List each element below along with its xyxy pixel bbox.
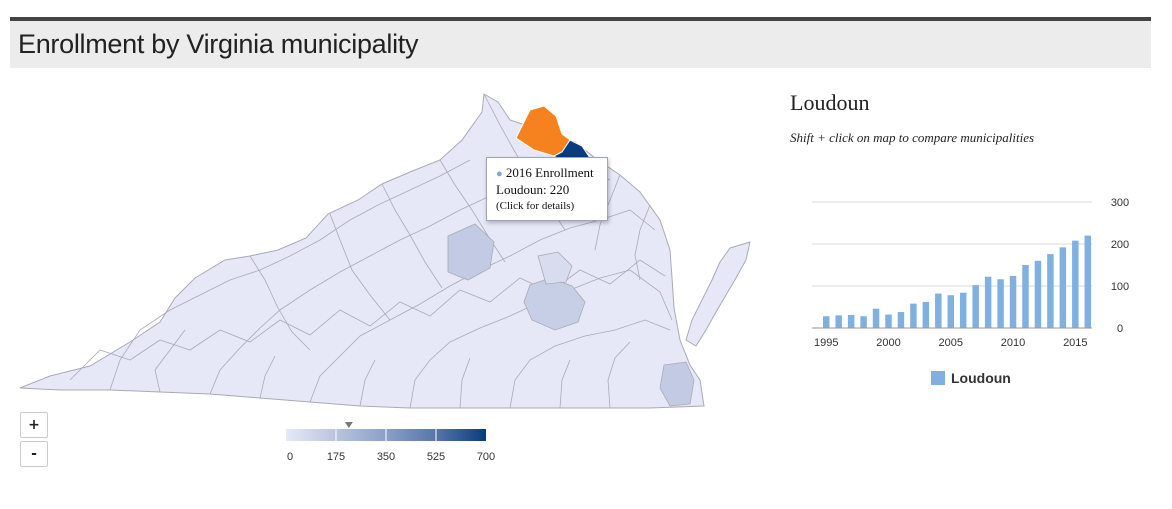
bar-2014[interactable] (1059, 247, 1067, 328)
legend-series-label: Loudoun (951, 370, 1011, 386)
x-tick-label: 2005 (939, 337, 963, 349)
county-shaded-3[interactable] (659, 361, 695, 407)
scale-tick-label: 700 (477, 451, 495, 463)
tooltip-value: Loudoun: 220 (496, 182, 570, 197)
county-shaded-4[interactable] (537, 251, 573, 285)
bar-2004[interactable] (935, 293, 942, 328)
bar-2003[interactable] (922, 301, 930, 328)
bar-1996[interactable] (835, 315, 842, 328)
eastern-shore (685, 241, 751, 347)
scale-block (386, 429, 436, 441)
y-tick-label: 100 (1111, 281, 1129, 293)
bar-2012[interactable] (1034, 260, 1042, 328)
scale-tick-label: 175 (327, 451, 345, 463)
bar-2009[interactable] (997, 279, 1004, 328)
scale-block (286, 429, 336, 441)
state-outline (19, 93, 705, 409)
scale-tick-label: 350 (377, 451, 395, 463)
tooltip-note: (Click for details) (496, 200, 575, 212)
bar-2002[interactable] (910, 303, 917, 328)
bar-2006[interactable] (959, 292, 967, 328)
bar-2000[interactable] (885, 314, 892, 328)
series-dot-icon: ● (496, 168, 503, 180)
county-shaded-1[interactable] (447, 223, 495, 281)
map-tooltip: ● 2016 Enrollment Loudoun: 220 (Click fo… (486, 157, 608, 221)
bar-2001[interactable] (897, 312, 905, 328)
bar-2007[interactable] (972, 285, 979, 328)
virginia-map[interactable] (10, 80, 760, 415)
bar-1995[interactable] (822, 316, 830, 328)
y-tick-label: 0 (1117, 323, 1123, 335)
bar-2011[interactable] (1022, 265, 1029, 328)
bar-2015[interactable] (1072, 240, 1079, 328)
bar-2010[interactable] (1009, 275, 1017, 328)
x-tick-label: 1995 (814, 337, 838, 349)
chart-legend[interactable]: Loudoun (931, 370, 1011, 386)
zoom-out-button[interactable]: - (20, 441, 48, 467)
color-scale-legend: 0 175 350 525 700 (286, 422, 495, 463)
county-loudoun[interactable] (515, 105, 571, 157)
bar-2005[interactable] (947, 295, 955, 328)
page-title: Enrollment by Virginia municipality (18, 29, 419, 59)
title-bar: Enrollment by Virginia municipality (10, 21, 1151, 68)
scale-tick-label: 525 (427, 451, 445, 463)
legend-marker-icon (344, 422, 353, 428)
scale-block (436, 429, 486, 441)
enrollment-bar-chart: 0 100 200 300 1995 2000 2005 2010 2015 (812, 197, 1129, 349)
bar-1998[interactable] (860, 316, 867, 328)
tooltip-series: 2016 Enrollment (505, 165, 594, 180)
y-tick-label: 300 (1111, 197, 1129, 209)
scale-tick-label: 0 (287, 451, 293, 463)
x-tick-label: 2015 (1063, 337, 1087, 349)
county-boundaries (69, 93, 673, 409)
y-tick-label: 200 (1111, 239, 1129, 251)
top-rule (10, 17, 1151, 21)
compare-hint: Shift + click on map to compare municipa… (790, 130, 1035, 145)
legend-swatch (931, 371, 945, 385)
bar-2013[interactable] (1047, 254, 1054, 328)
scale-block (336, 429, 386, 441)
bar-1997[interactable] (847, 314, 855, 328)
bar-2016[interactable] (1084, 235, 1092, 328)
bar-2008[interactable] (984, 276, 992, 328)
zoom-in-button[interactable]: + (20, 412, 48, 438)
bar-1999[interactable] (872, 308, 880, 328)
x-tick-label: 2000 (876, 337, 900, 349)
selected-municipality-title: Loudoun (790, 90, 870, 115)
x-tick-label: 2010 (1001, 337, 1025, 349)
